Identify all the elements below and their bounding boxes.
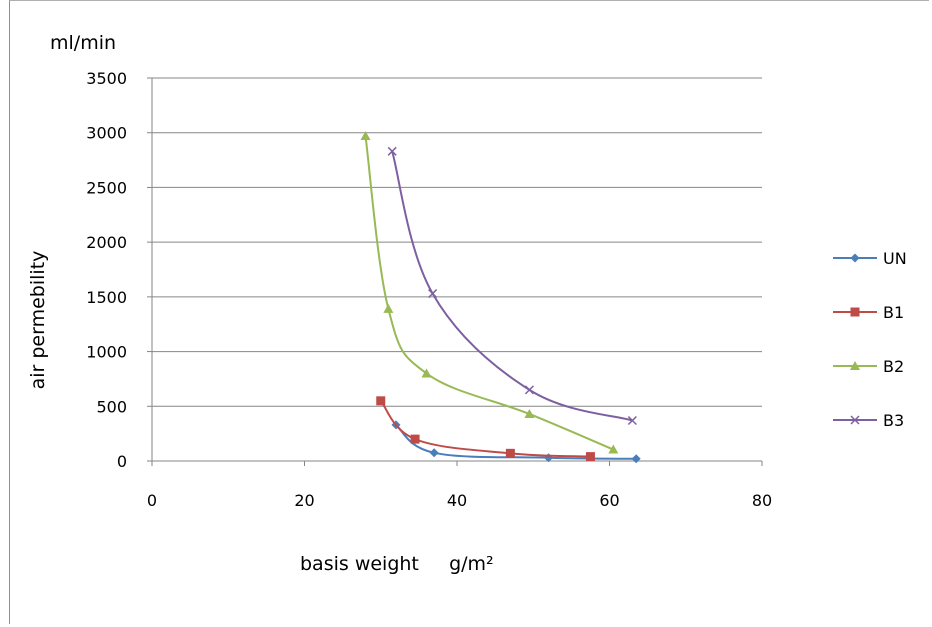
data-point-b3 [524, 385, 534, 395]
x-tick-label: 40 [447, 491, 467, 510]
x-tick-label: 80 [752, 491, 772, 510]
y-tick-label: 3500 [86, 69, 127, 88]
data-point-b1 [585, 452, 595, 462]
data-point-b1 [376, 396, 386, 406]
x-axis-title: basis weight g/m² [300, 553, 494, 575]
data-point-un [631, 454, 641, 464]
y-unit-label: ml/min [50, 32, 117, 54]
y-tick-label: 1500 [86, 288, 127, 307]
series-line-b1 [379, 400, 591, 458]
y-tick-label: 2000 [86, 233, 127, 252]
y-tick-label: 1000 [86, 343, 127, 362]
x-tick-label: 20 [294, 491, 314, 510]
y-tick-label: 500 [96, 397, 127, 416]
data-point-b2 [360, 130, 371, 140]
y-tick-label: 0 [117, 452, 127, 471]
legend-label-b3: B3 [883, 411, 904, 430]
legend-label-b1: B1 [883, 303, 904, 322]
data-point-b2 [524, 408, 535, 418]
data-point-b3 [627, 415, 637, 426]
legend-marker-b1 [850, 307, 860, 317]
series-line-b3 [391, 151, 633, 422]
y-tick-label: 3000 [86, 124, 127, 143]
chart-frame [9, 0, 929, 624]
data-point-b3 [387, 146, 397, 156]
x-tick-label: 60 [599, 491, 619, 510]
legend-marker-b2 [850, 361, 860, 370]
y-tick-label: 2500 [86, 178, 127, 197]
legend-label-un: UN [883, 249, 907, 268]
data-point-b1 [410, 434, 420, 444]
data-point-un [429, 448, 439, 458]
legend-marker-un [850, 253, 860, 263]
x-tick-label: 0 [147, 491, 157, 510]
data-point-b3 [428, 289, 438, 299]
legend-marker-b3 [850, 415, 860, 425]
data-point-b2 [421, 368, 432, 378]
data-point-b2 [608, 444, 619, 454]
series-line-b2 [364, 135, 614, 451]
data-point-b2 [383, 303, 394, 313]
data-point-b1 [505, 448, 515, 458]
legend-label-b2: B2 [883, 357, 904, 376]
